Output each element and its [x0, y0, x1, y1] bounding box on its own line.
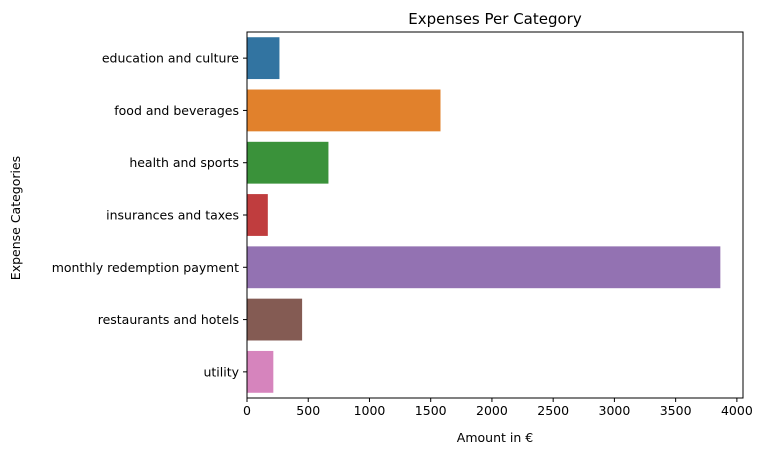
- y-tick-label: monthly redemption payment: [52, 260, 239, 275]
- x-tick-label: 0: [243, 403, 251, 418]
- x-axis-ticks: 0 500 1000 1500 2000 2500 3000 3500 4000: [243, 398, 753, 418]
- x-tick-label: 3500: [660, 403, 692, 418]
- y-tick-label: education and culture: [102, 51, 239, 66]
- y-tick-label: utility: [203, 364, 239, 379]
- x-tick-label: 500: [296, 403, 320, 418]
- x-axis-label: Amount in €: [457, 430, 533, 445]
- y-tick-label: restaurants and hotels: [98, 312, 239, 327]
- x-tick-label: 1500: [415, 403, 447, 418]
- y-tick-label: insurances and taxes: [106, 208, 239, 223]
- y-axis-ticks: education and culture food and beverages h…: [52, 51, 247, 379]
- bar-education-and-culture: [247, 37, 280, 80]
- y-tick-label: health and sports: [129, 155, 239, 170]
- bar-insurances-and-taxes: [247, 194, 268, 236]
- bar-utility: [247, 350, 274, 393]
- x-tick-label: 3000: [599, 403, 631, 418]
- bar-monthly-redemption-payment: [247, 246, 721, 289]
- x-tick-label: 4000: [721, 403, 753, 418]
- plot-frame: [246, 31, 744, 399]
- chart-title: Expenses Per Category: [408, 10, 582, 28]
- bar-health-and-sports: [247, 141, 329, 184]
- bar-restaurants-and-hotels: [247, 298, 303, 341]
- x-tick-label: 1000: [354, 403, 386, 418]
- y-tick-label: food and beverages: [114, 103, 239, 118]
- x-tick-label: 2000: [476, 403, 508, 418]
- x-tick-label: 2500: [537, 403, 569, 418]
- bar-food-and-beverages: [247, 89, 441, 132]
- y-axis-label: Expense Categories: [8, 156, 23, 280]
- bars-group: [247, 37, 721, 393]
